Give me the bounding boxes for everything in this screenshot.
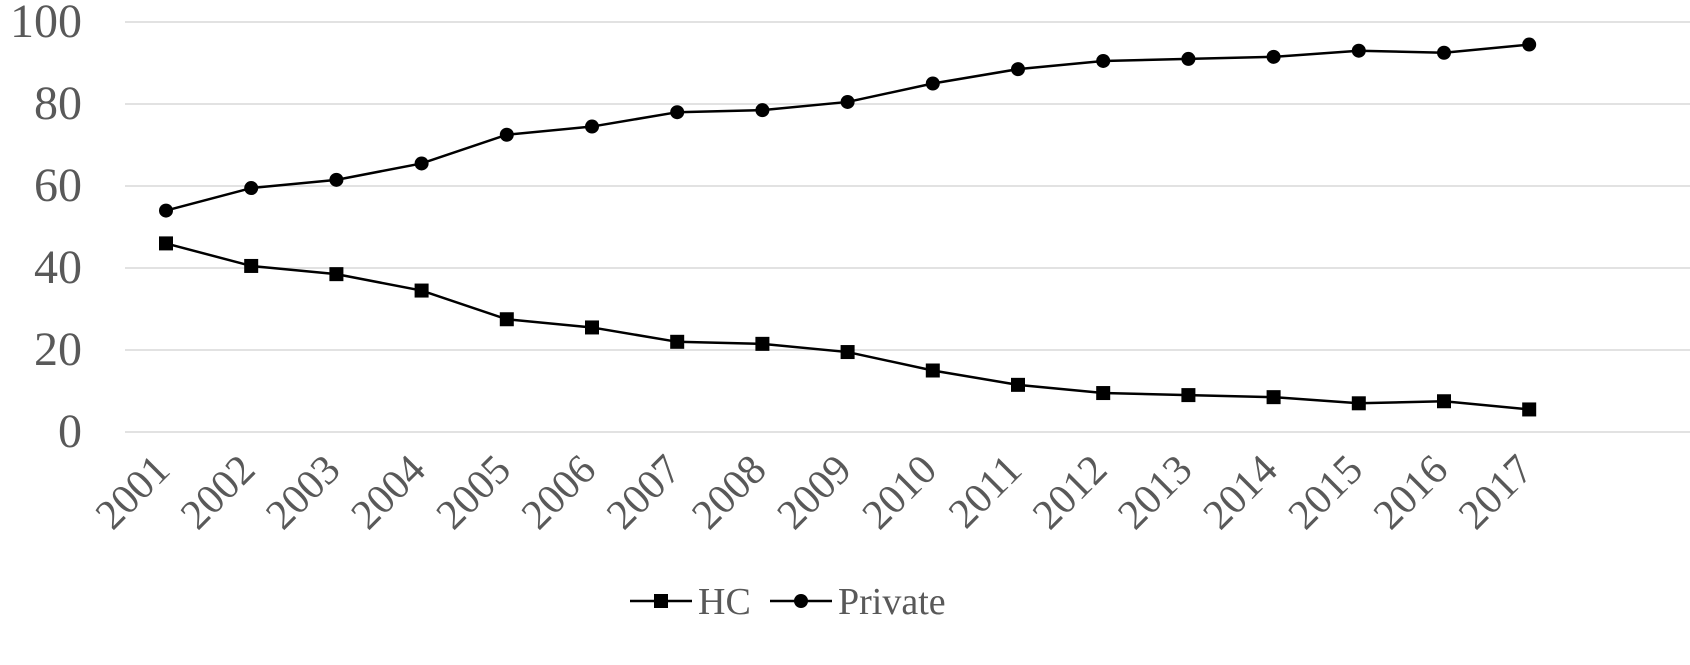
data-point-circle: [1437, 45, 1451, 60]
legend: HC Private: [630, 581, 946, 623]
x-tick-label: 2009: [769, 447, 861, 539]
data-point-square: [414, 283, 429, 298]
x-tick-label: 2004: [343, 447, 435, 539]
series-layer: [159, 37, 1537, 417]
data-point-circle: [244, 181, 259, 196]
data-point-square: [925, 363, 940, 378]
x-tick-label: 2010: [854, 447, 946, 539]
x-axis: 2001200220032004200520062007200820092010…: [87, 447, 1542, 539]
legend-marker-circle: [794, 594, 808, 608]
data-point-circle: [1351, 43, 1366, 58]
y-tick-label: 60: [34, 159, 82, 212]
data-point-square: [159, 236, 173, 251]
x-tick-label: 2014: [1195, 447, 1287, 539]
data-point-circle: [1181, 51, 1196, 66]
data-point-square: [1181, 388, 1196, 403]
x-tick-label: 2013: [1110, 447, 1202, 539]
series-hc: [159, 236, 1537, 417]
x-tick-label: 2007: [598, 447, 690, 539]
x-tick-label: 2016: [1365, 447, 1457, 539]
x-tick-label: 2005: [428, 447, 520, 539]
data-point-circle: [840, 94, 855, 109]
x-tick-label: 2015: [1280, 447, 1372, 539]
x-tick-label: 2003: [258, 447, 350, 539]
y-tick-label: 0: [58, 405, 82, 458]
data-point-square: [1522, 402, 1537, 417]
data-point-square: [585, 320, 599, 335]
data-point-circle: [1266, 49, 1281, 64]
data-point-square: [244, 258, 259, 273]
gridlines: [125, 21, 1690, 433]
legend-marker-square: [654, 594, 668, 608]
data-point-circle: [670, 105, 685, 120]
data-point-square: [1266, 390, 1281, 405]
data-point-square: [1437, 394, 1451, 409]
x-tick-label: 2006: [513, 447, 605, 539]
data-point-square: [499, 312, 514, 327]
y-axis: 0 20 40 60 80 100: [10, 0, 82, 458]
data-point-circle: [1011, 62, 1025, 77]
y-tick-label: 100: [10, 0, 82, 48]
data-point-circle: [1522, 37, 1537, 52]
data-point-square: [755, 336, 770, 351]
data-point-square: [329, 267, 344, 282]
data-point-square: [1011, 377, 1025, 392]
y-tick-label: 80: [34, 77, 82, 130]
legend-label: Private: [838, 581, 946, 623]
x-tick-label: 2002: [172, 447, 264, 539]
legend-entry-private: Private: [770, 581, 946, 623]
y-tick-label: 20: [34, 323, 82, 376]
data-point-circle: [585, 119, 599, 134]
y-tick-label: 40: [34, 241, 82, 294]
legend-entry-hc: HC: [630, 581, 751, 623]
data-point-circle: [499, 127, 514, 142]
series-private: [159, 37, 1537, 218]
x-tick-label: 2011: [940, 447, 1031, 538]
data-point-circle: [329, 172, 344, 187]
data-point-square: [840, 345, 855, 360]
data-point-circle: [925, 76, 940, 91]
legend-label: HC: [698, 581, 751, 623]
data-point-circle: [414, 156, 429, 171]
x-tick-label: 2001: [87, 447, 179, 539]
data-point-circle: [1096, 53, 1111, 68]
data-point-square: [1096, 386, 1111, 401]
x-tick-label: 2017: [1450, 447, 1542, 539]
data-point-square: [670, 334, 685, 349]
x-tick-label: 2008: [684, 447, 776, 539]
data-point-circle: [755, 103, 770, 118]
data-point-circle: [159, 203, 173, 218]
x-tick-label: 2012: [1024, 447, 1116, 539]
data-point-square: [1351, 396, 1366, 411]
